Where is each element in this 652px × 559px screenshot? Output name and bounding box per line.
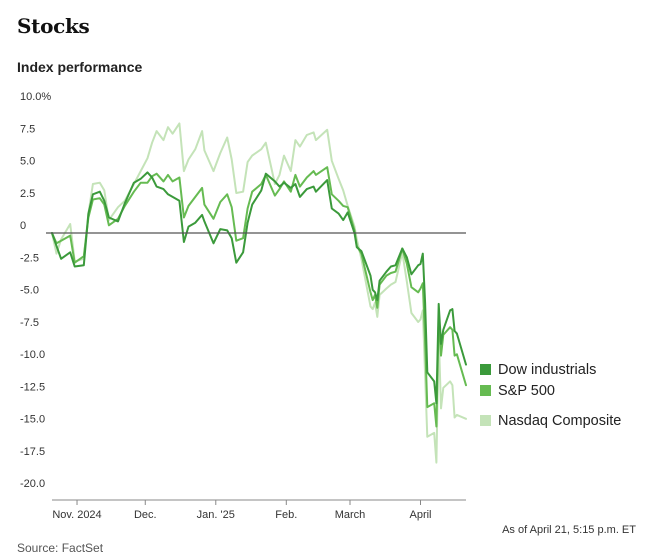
y-tick-label: -7.5 <box>20 317 39 329</box>
legend-item-sp500: S&P 500 <box>480 383 555 399</box>
as-of-note: As of April 21, 5:15 p.m. ET <box>502 524 636 536</box>
y-tick-label: -20.0 <box>20 478 45 490</box>
x-tick-label: March <box>335 509 366 521</box>
series-line-nasdaq-composite <box>51 122 467 464</box>
x-tick-label: Jan. '25 <box>197 509 235 521</box>
legend-item-dow: Dow industrials <box>480 362 596 378</box>
y-tick-label: 5.0 <box>20 156 35 168</box>
x-axis: Nov. 2024 Dec. Jan. '25 Feb. March April <box>52 499 466 521</box>
x-tick-label: Feb. <box>275 509 297 521</box>
headline: Stocks <box>17 14 90 38</box>
y-tick-label: -2.5 <box>20 252 39 264</box>
y-tick-label: 0 <box>20 220 26 232</box>
y-tick-label: -12.5 <box>20 381 45 393</box>
y-tick-label: 2.5 <box>20 188 35 200</box>
y-tick-label: -15.0 <box>20 414 45 426</box>
y-tick-label: -17.5 <box>20 446 45 458</box>
legend-swatch-nasdaq <box>480 414 491 426</box>
legend-label-nasdaq: Nasdaq Composite <box>498 413 622 429</box>
y-tick-label: 7.5 <box>20 123 35 135</box>
legend-swatch-dow <box>480 363 491 375</box>
x-tick-label: Nov. 2024 <box>52 509 101 521</box>
x-tick-label: April <box>409 509 431 521</box>
y-tick-label: -5.0 <box>20 285 39 297</box>
legend-label-sp500: S&P 500 <box>498 383 555 399</box>
legend-swatch-sp500 <box>480 384 491 396</box>
chart-subtitle: Index performance <box>17 59 143 75</box>
plot-area <box>51 122 467 464</box>
series-line-s-p-500 <box>51 166 467 428</box>
y-tick-label: -10.0 <box>20 349 45 361</box>
y-axis: 10.0% 7.5 5.0 2.5 0 -2.5 -5.0 -7.5 -10.0 -12.5 -15… <box>20 91 51 490</box>
legend-label-dow: Dow industrials <box>498 362 597 378</box>
source-note: Source: FactSet <box>17 541 104 555</box>
series-line-dow-industrials <box>51 171 467 405</box>
x-tick-label: Dec. <box>134 509 157 521</box>
legend-item-nasdaq: Nasdaq Composite <box>480 413 621 429</box>
y-tick-label: 10.0% <box>20 91 51 103</box>
